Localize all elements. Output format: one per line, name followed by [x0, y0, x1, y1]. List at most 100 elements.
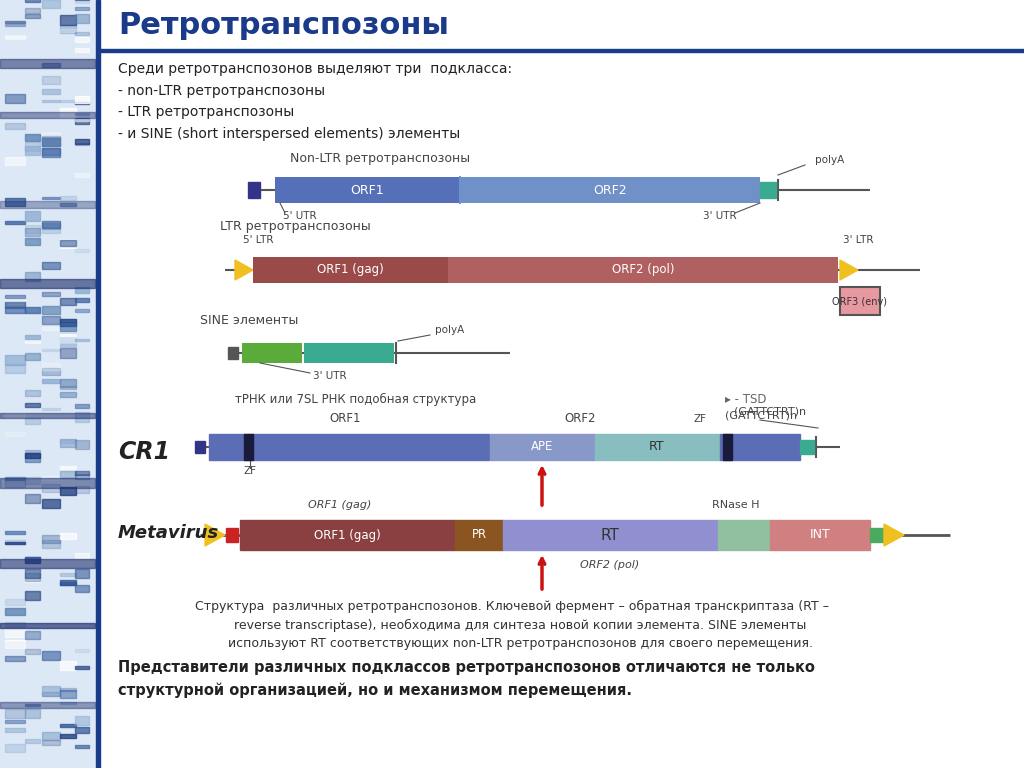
Bar: [25, 211, 40, 221]
Bar: [60, 348, 76, 358]
Bar: [460, 177, 760, 203]
Bar: [195, 441, 205, 453]
Bar: [60, 240, 76, 246]
Bar: [60, 322, 76, 331]
Bar: [0, 623, 95, 628]
Bar: [25, 8, 40, 13]
Bar: [25, 353, 40, 360]
Bar: [25, 146, 40, 155]
Bar: [60, 108, 76, 118]
Bar: [60, 533, 76, 539]
Bar: [42, 363, 60, 370]
Bar: [25, 452, 40, 462]
Bar: [25, 710, 40, 718]
Bar: [75, 745, 89, 748]
Bar: [25, 225, 40, 233]
Bar: [228, 347, 238, 359]
Bar: [42, 540, 60, 548]
Bar: [60, 298, 76, 306]
Bar: [60, 702, 76, 704]
Bar: [75, 37, 89, 42]
Text: 5' LTR: 5' LTR: [243, 235, 273, 245]
Bar: [100, 49, 1024, 52]
Bar: [42, 76, 60, 84]
Bar: [5, 478, 25, 480]
Bar: [253, 257, 449, 283]
Bar: [75, 298, 89, 303]
Bar: [75, 441, 89, 447]
Bar: [25, 0, 40, 2]
Bar: [5, 25, 25, 26]
Bar: [870, 528, 884, 542]
Bar: [60, 472, 76, 478]
Bar: [60, 334, 76, 336]
Bar: [5, 295, 25, 298]
Bar: [75, 96, 89, 103]
Bar: [42, 62, 60, 67]
Bar: [60, 582, 76, 585]
Bar: [503, 520, 718, 550]
Bar: [242, 343, 302, 363]
Bar: [75, 716, 89, 725]
Bar: [60, 319, 76, 322]
Text: ORF1: ORF1: [350, 184, 384, 197]
Bar: [25, 557, 40, 561]
Bar: [5, 598, 25, 605]
Text: polyA: polyA: [435, 325, 465, 335]
Bar: [75, 585, 89, 592]
Bar: [75, 118, 89, 124]
Polygon shape: [884, 524, 904, 546]
Bar: [244, 434, 253, 460]
Bar: [5, 657, 25, 661]
Bar: [100, 0, 1024, 50]
Bar: [42, 0, 60, 8]
Text: RNase H: RNase H: [713, 500, 760, 510]
Bar: [5, 709, 25, 718]
Text: ORF1 (gag): ORF1 (gag): [308, 500, 372, 510]
Bar: [25, 389, 40, 396]
Bar: [0, 559, 95, 568]
Bar: [240, 520, 455, 550]
Bar: [5, 478, 25, 487]
Bar: [42, 650, 60, 660]
Text: Структура  различных ретротранспозонов. Ключевой фермент – обратная транскриптаз: Структура различных ретротранспозонов. К…: [195, 600, 829, 650]
Bar: [5, 356, 25, 365]
Bar: [60, 319, 76, 326]
Bar: [5, 157, 25, 165]
Bar: [75, 102, 89, 104]
Bar: [60, 688, 76, 691]
Bar: [75, 143, 89, 145]
Bar: [75, 339, 89, 342]
Bar: [42, 223, 60, 229]
Text: polyA: polyA: [815, 155, 845, 165]
Text: INT: INT: [810, 528, 830, 541]
Bar: [75, 113, 89, 115]
Bar: [60, 386, 76, 389]
Bar: [5, 364, 25, 373]
Bar: [42, 732, 60, 740]
Bar: [60, 661, 76, 670]
Bar: [42, 147, 60, 155]
Text: APE: APE: [530, 441, 553, 453]
Bar: [0, 413, 95, 418]
Bar: [42, 687, 60, 694]
Bar: [42, 137, 60, 147]
Bar: [60, 345, 76, 347]
Bar: [595, 434, 720, 460]
Bar: [25, 273, 40, 281]
Polygon shape: [234, 260, 253, 280]
Bar: [0, 200, 95, 208]
Bar: [0, 59, 95, 68]
Bar: [60, 440, 76, 443]
Bar: [5, 94, 25, 103]
Bar: [723, 434, 732, 460]
Bar: [60, 580, 76, 584]
Bar: [5, 432, 25, 436]
Bar: [0, 280, 95, 288]
Bar: [60, 392, 76, 397]
Text: Ретротранспозоны: Ретротранспозоны: [118, 11, 449, 39]
Bar: [5, 608, 25, 614]
Bar: [25, 650, 40, 654]
Bar: [248, 182, 260, 198]
Bar: [5, 640, 25, 648]
